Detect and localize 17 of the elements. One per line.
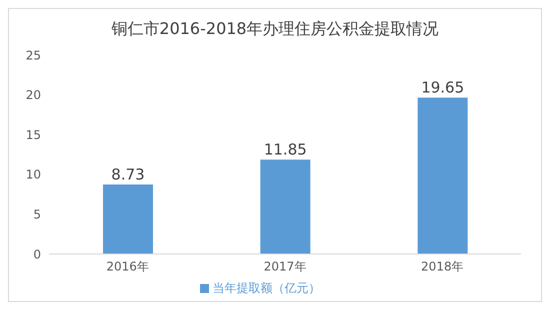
data-label: 11.85: [264, 140, 307, 159]
y-tick-label: 5: [33, 207, 41, 222]
bar: [103, 184, 153, 254]
y-tick-label: 20: [26, 88, 41, 102]
y-tick-label: 10: [26, 168, 41, 182]
data-label: 8.73: [111, 166, 145, 184]
chart-title: 铜仁市2016-2018年办理住房公积金提取情况: [110, 19, 440, 40]
bar: [418, 98, 468, 254]
x-tick-label: 2018年: [421, 260, 464, 274]
y-tick-label: 25: [26, 48, 41, 62]
data-label: 19.65: [421, 78, 464, 97]
y-tick-label: 0: [33, 247, 41, 262]
x-tick-label: 2017年: [264, 260, 306, 274]
legend-label: 当年提取额（亿元）: [212, 281, 320, 295]
x-tick-label: 2016年: [106, 260, 149, 274]
bar: [260, 160, 310, 254]
y-tick-label: 15: [26, 128, 41, 142]
